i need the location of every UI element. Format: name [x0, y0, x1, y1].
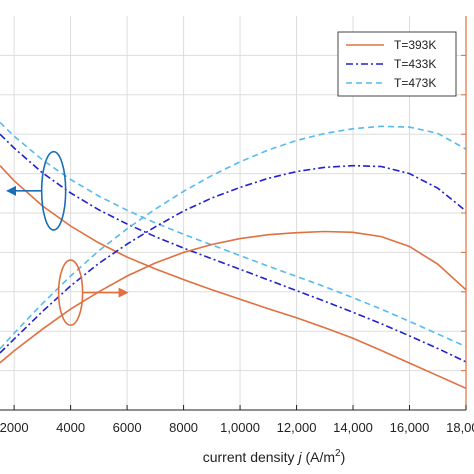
x-tick-label: 16,000	[390, 420, 430, 435]
series-line-t473-falling	[0, 121, 467, 348]
x-tick-label: 18,000	[446, 420, 474, 435]
series-layer	[0, 121, 467, 390]
legend-label-t393: T=393K	[394, 38, 436, 52]
x-tick-label: 1,0000	[220, 420, 260, 435]
x-tick-label: 12,000	[277, 420, 317, 435]
legend-label-t433: T=433K	[394, 57, 436, 71]
legend-label-t473: T=473K	[394, 76, 436, 90]
annotation-arrow-head-right	[118, 287, 129, 298]
series-line-t393-falling	[0, 165, 467, 390]
x-axis-label: current density j (A/m2)	[203, 448, 346, 465]
series-line-t393-rising	[0, 230, 467, 364]
legend-box	[337, 31, 457, 97]
series-line-t473-rising	[0, 125, 467, 350]
legend: T=393K T=433K T=473K	[337, 31, 457, 97]
axes: 2000 4000 6000 8000 1,0000 12,000 14,000 16,000…	[0, 16, 474, 435]
x-tick-label: 6000	[113, 420, 142, 435]
annotation-arrow-head-left	[6, 185, 16, 196]
x-tick-label: 4000	[56, 420, 85, 435]
series-line-t433-rising	[0, 164, 467, 354]
x-tick-label: 2000	[0, 420, 29, 435]
x-tick-label: 14,000	[333, 420, 373, 435]
x-tick-label: 8000	[169, 420, 198, 435]
annotations	[6, 150, 129, 326]
